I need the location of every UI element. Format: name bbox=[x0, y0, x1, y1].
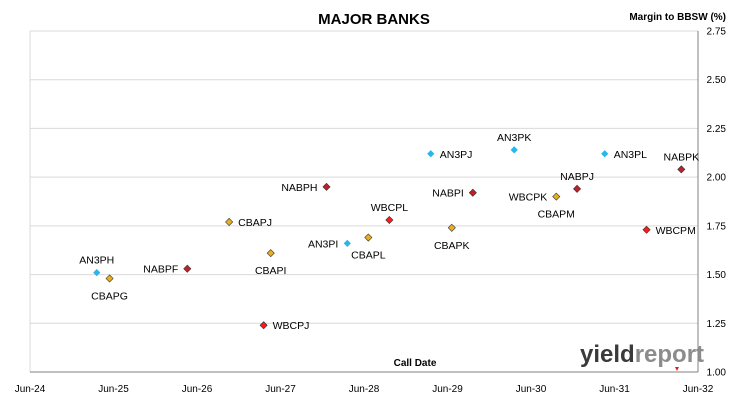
y-tick-label: 2.75 bbox=[707, 27, 727, 38]
point-nabph bbox=[322, 182, 331, 191]
point-nabpk bbox=[677, 165, 686, 174]
x-tick-label: Jun-31 bbox=[599, 384, 630, 395]
point-wbcpk bbox=[552, 192, 561, 201]
y-tick-label: 2.25 bbox=[707, 124, 727, 135]
data-label-nabpk: NABPK bbox=[664, 151, 700, 163]
point-nabpj bbox=[573, 184, 582, 193]
x-tick-label: Jun-30 bbox=[516, 384, 547, 395]
data-label-wbcpj: WBCPJ bbox=[273, 320, 310, 332]
x-tick-label: Jun-26 bbox=[182, 384, 213, 395]
point-cbapl bbox=[364, 233, 373, 242]
logo-text-report: report bbox=[635, 341, 704, 368]
y-tick-labels: 1.00 1.25 1.50 1.75 2.00 2.25 2.50 2.75 bbox=[707, 27, 727, 379]
point-wbcpl bbox=[385, 215, 394, 225]
data-label-cbapk: CBAPK bbox=[434, 240, 470, 252]
x-tick-label: Jun-32 bbox=[683, 384, 714, 395]
logo-text-yield: yield bbox=[580, 341, 635, 368]
x-tick-label: Jun-27 bbox=[265, 384, 296, 395]
x-tick-label: Jun-29 bbox=[432, 384, 463, 395]
x-tick-label: Jun-25 bbox=[98, 384, 129, 395]
point-cbapg bbox=[105, 274, 114, 283]
data-label-nabpj: NABPJ bbox=[560, 171, 594, 183]
y-axis-title: Margin to BBSW (%) bbox=[629, 12, 726, 23]
data-label-cbapg: CBAPG bbox=[91, 290, 128, 302]
point-wbcpm bbox=[642, 225, 651, 234]
y-tick-label: 2.50 bbox=[707, 75, 727, 86]
point-an3pl bbox=[601, 150, 609, 158]
y-tick-label: 1.75 bbox=[707, 221, 727, 232]
data-label-nabph: NABPH bbox=[281, 182, 317, 194]
data-label-wbcpk: WBCPK bbox=[509, 192, 548, 204]
point-nabpf bbox=[183, 264, 192, 273]
point-an3pk bbox=[510, 146, 518, 154]
data-points bbox=[93, 146, 686, 330]
data-label-nabpf: NABPF bbox=[143, 264, 178, 276]
data-label-cbapj: CBAPJ bbox=[238, 217, 272, 229]
point-wbcpj bbox=[259, 321, 268, 330]
data-label-cbapi: CBAPI bbox=[255, 265, 287, 277]
data-label-an3pk: AN3PK bbox=[497, 132, 531, 144]
data-label-an3pi: AN3PI bbox=[308, 238, 338, 250]
point-an3ph bbox=[93, 269, 101, 277]
x-tick-labels: Jun-24 Jun-25 Jun-26 Jun-27 Jun-28 Jun-29 Jun-… bbox=[15, 384, 714, 395]
gridlines bbox=[29, 30, 698, 372]
logo-arrow-icon bbox=[675, 367, 679, 371]
data-label-nabpi: NABPI bbox=[432, 188, 464, 200]
x-tick-label: Jun-28 bbox=[349, 384, 380, 395]
data-label-cbapl: CBAPL bbox=[351, 250, 386, 262]
data-label-an3ph: AN3PH bbox=[79, 255, 114, 267]
data-label-an3pj: AN3PJ bbox=[440, 149, 473, 161]
data-labels: AN3PH CBAPG NABPF CBAPJ WBCPJ CBAPI NABPH AN3PI… bbox=[79, 132, 699, 332]
point-an3pi bbox=[343, 239, 351, 247]
x-tick-label: Jun-24 bbox=[15, 384, 46, 395]
x-axis-title: Call Date bbox=[394, 358, 437, 369]
y-tick-label: 1.00 bbox=[707, 368, 727, 379]
data-label-an3pl: AN3PL bbox=[614, 149, 647, 161]
y-tick-label: 1.50 bbox=[707, 270, 727, 281]
point-cbapj bbox=[225, 217, 234, 226]
y-tick-label: 2.00 bbox=[707, 173, 727, 184]
logo: yieldreport bbox=[580, 341, 704, 371]
data-label-cbapm: CBAPM bbox=[538, 209, 575, 221]
svg-text:yieldreport: yieldreport bbox=[580, 341, 704, 368]
data-label-wbcpm: WBCPM bbox=[656, 225, 696, 237]
point-nabpi bbox=[468, 188, 477, 197]
point-cbapk bbox=[447, 223, 456, 232]
chart-title: MAJOR BANKS bbox=[318, 11, 430, 28]
point-an3pj bbox=[427, 150, 435, 158]
y-tick-label: 1.25 bbox=[707, 319, 727, 330]
data-label-wbcpl: WBCPL bbox=[371, 202, 409, 214]
point-cbapi bbox=[266, 249, 275, 258]
